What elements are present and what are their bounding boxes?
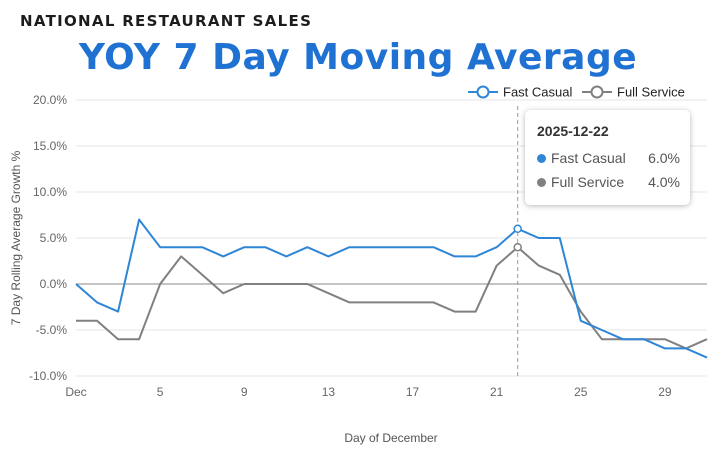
x-tick-label: 29 [658,385,672,399]
y-tick-label: 15.0% [33,139,67,153]
x-tick-label: 25 [574,385,588,399]
x-tick-label: 5 [157,385,164,399]
x-tick-label: 17 [406,385,420,399]
hover-marker-fast-casual [513,224,522,234]
y-axis-title: 7 Day Rolling Average Growth % [9,150,23,325]
y-tick-label: -5.0% [36,323,68,337]
y-tick-label: 5.0% [40,231,68,245]
legend-label-fast-casual: Fast Casual [503,85,572,100]
x-tick-label: 13 [322,385,336,399]
legend-label-full-service: Full Service [617,85,685,100]
x-tick-label: 9 [241,385,248,399]
tooltip: 2025-12-22 Fast Casual 6.0% Full Service… [525,110,690,205]
series-line-fast-casual [75,218,708,359]
x-tick-label: 21 [490,385,504,399]
chart-title: YOY 7 Day Moving Average [78,37,638,78]
y-tick-label: -10.0% [29,369,67,383]
x-tick-label: Dec [65,385,86,399]
y-tick-label: 10.0% [33,185,67,199]
tooltip-full-service-dot-icon [537,178,546,187]
series-line-full-service [76,246,708,350]
y-tick-label: 0.0% [40,277,68,291]
y-tick-label: 20.0% [33,93,67,107]
tooltip-row-full-service: Full Service 4.0% [537,174,680,190]
legend-marker-fast-casual-icon [476,85,490,99]
tooltip-fast-casual-value: 6.0% [648,150,680,166]
tooltip-date: 2025-12-22 [537,123,609,139]
tooltip-fast-casual-dot-icon [537,154,546,163]
tooltip-row-fast-casual: Fast Casual 6.0% [537,150,680,166]
hover-marker-full-service [513,242,522,252]
supertitle: NATIONAL RESTAURANT SALES [20,12,313,30]
x-axis-title: Day of December [344,431,437,445]
tooltip-full-service-value: 4.0% [648,174,680,190]
tooltip-full-service-name: Full Service [551,174,625,190]
legend-marker-full-service-icon [590,85,604,99]
tooltip-fast-casual-name: Fast Casual [551,150,626,166]
